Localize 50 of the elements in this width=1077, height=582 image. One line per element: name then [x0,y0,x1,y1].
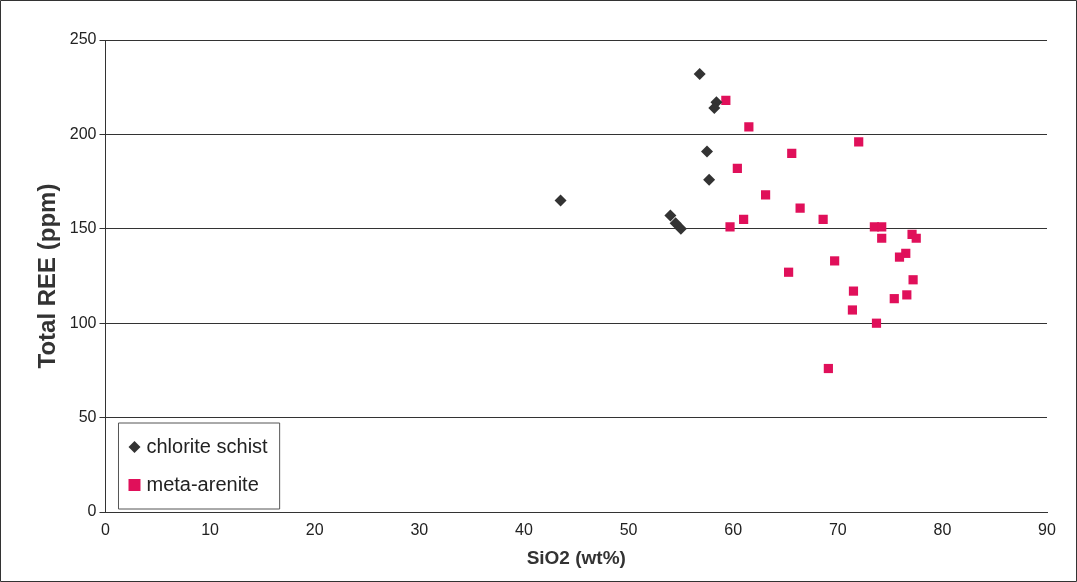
point [894,252,905,262]
point [787,148,797,158]
y-tick-label: 200 [69,124,97,142]
point [877,222,887,232]
x-tick-label: 20 [305,521,324,539]
point [871,318,882,328]
x-tick-label: 40 [515,521,533,539]
x-tick-label: 70 [828,521,847,539]
point [674,222,687,235]
point [744,122,754,132]
point [795,203,805,213]
point [889,294,899,304]
point [721,95,731,106]
legend-label: chlorite schist [146,434,269,457]
point [902,290,912,300]
point [701,145,714,158]
x-tick-label: 30 [410,521,429,539]
x-tick-label: 80 [933,521,952,539]
point [761,190,771,200]
point [830,256,840,266]
y-tick-label: 0 [87,502,97,520]
point [877,233,887,243]
x-tick-label: 60 [724,521,743,539]
point [725,222,735,232]
x-tick-label: 90 [1038,521,1056,539]
point [669,217,682,230]
point [703,173,716,186]
point [739,214,749,224]
point [732,163,742,173]
x-tick-label: 0 [101,521,111,539]
y-tick-label: 250 [69,30,97,48]
point [784,267,794,277]
point [554,194,567,207]
point [818,214,828,224]
legend-label: meta-arenite [146,472,259,495]
y-tick-label: 50 [78,408,97,426]
point [693,67,706,80]
y-tick-label: 150 [69,219,97,237]
point [908,275,918,285]
point [848,286,859,296]
x-tick-label: 50 [619,521,638,539]
y-tick-label: 100 [69,313,97,331]
x-axis-title: SiO2 (wt%) [526,546,626,568]
y-axis-title: Total REE (ppm) [33,183,61,369]
point [664,209,677,222]
point [911,233,921,243]
point [854,137,864,147]
point [823,363,833,374]
x-tick-label: 10 [201,521,220,539]
point [847,305,858,315]
